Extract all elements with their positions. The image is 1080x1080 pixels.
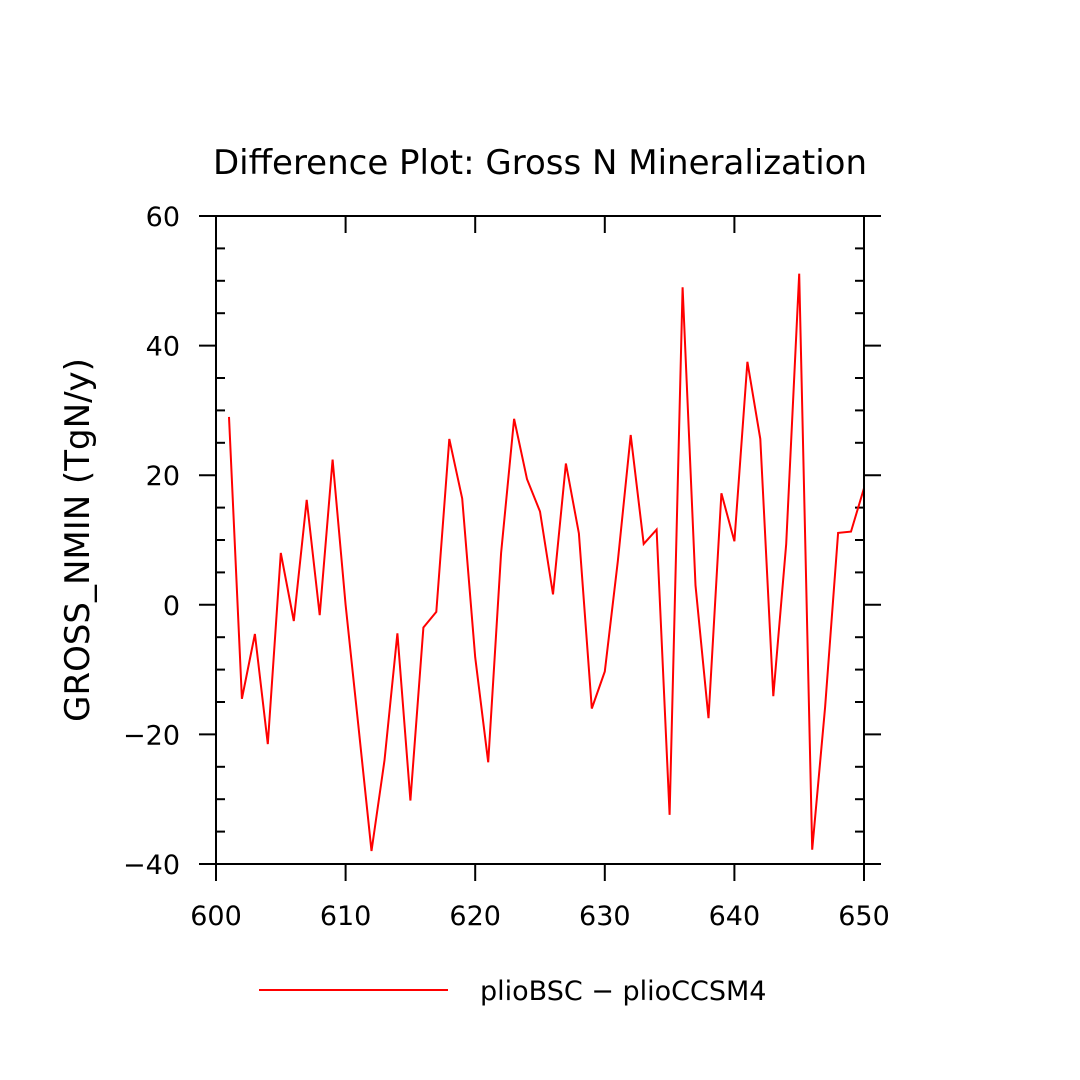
y-tick-label: 40 — [146, 332, 180, 363]
x-tick-label: 640 — [709, 901, 761, 932]
x-tick-label: 630 — [579, 901, 631, 932]
x-tick-label: 620 — [449, 901, 501, 932]
y-tick-label: −20 — [123, 720, 180, 751]
y-tick-label: 20 — [146, 461, 180, 492]
plot-frame — [215, 215, 865, 865]
chart-title: Difference Plot: Gross N Mineralization — [213, 143, 867, 183]
x-tick-label: 600 — [190, 901, 242, 932]
legend-label: plioBSC − plioCCSM4 — [480, 976, 766, 1007]
y-tick-label: 0 — [163, 591, 180, 622]
y-tick-label: −40 — [123, 850, 180, 881]
y-axis-label: GROSS_NMIN (TgN/y) — [58, 358, 98, 722]
axis-tick-labels: 600 610 620 630 640 650 −40 −20 0 20 40 60 — [123, 202, 890, 932]
x-tick-label: 650 — [838, 901, 890, 932]
series-line-pliobsc-pliocsm4 — [228, 273, 865, 852]
x-tick-label: 610 — [320, 901, 372, 932]
y-tick-label: 60 — [146, 202, 180, 233]
legend: plioBSC − plioCCSM4 — [259, 976, 766, 1007]
